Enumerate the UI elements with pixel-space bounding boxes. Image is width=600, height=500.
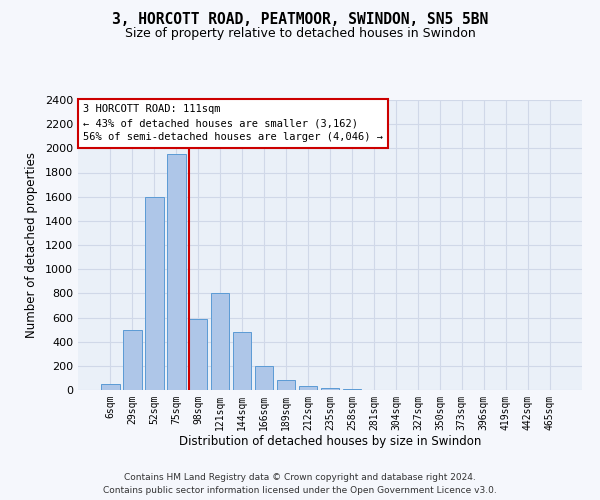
Bar [145, 196, 164, 390]
Bar [123, 330, 142, 390]
Bar [320, 388, 340, 390]
Bar [211, 294, 229, 390]
Text: 3 HORCOTT ROAD: 111sqm
← 43% of detached houses are smaller (3,162)
56% of semi-: 3 HORCOTT ROAD: 111sqm ← 43% of detached… [83, 104, 383, 142]
Bar [277, 380, 295, 390]
Bar [255, 366, 274, 390]
Bar [299, 386, 317, 390]
Bar [167, 154, 185, 390]
Bar [233, 332, 251, 390]
Y-axis label: Number of detached properties: Number of detached properties [25, 152, 38, 338]
Text: Size of property relative to detached houses in Swindon: Size of property relative to detached ho… [125, 28, 475, 40]
Text: Contains HM Land Registry data © Crown copyright and database right 2024.: Contains HM Land Registry data © Crown c… [124, 474, 476, 482]
Bar [189, 318, 208, 390]
Bar [343, 389, 361, 390]
Text: Distribution of detached houses by size in Swindon: Distribution of detached houses by size … [179, 435, 481, 448]
Bar [101, 384, 119, 390]
Text: 3, HORCOTT ROAD, PEATMOOR, SWINDON, SN5 5BN: 3, HORCOTT ROAD, PEATMOOR, SWINDON, SN5 … [112, 12, 488, 28]
Text: Contains public sector information licensed under the Open Government Licence v3: Contains public sector information licen… [103, 486, 497, 495]
